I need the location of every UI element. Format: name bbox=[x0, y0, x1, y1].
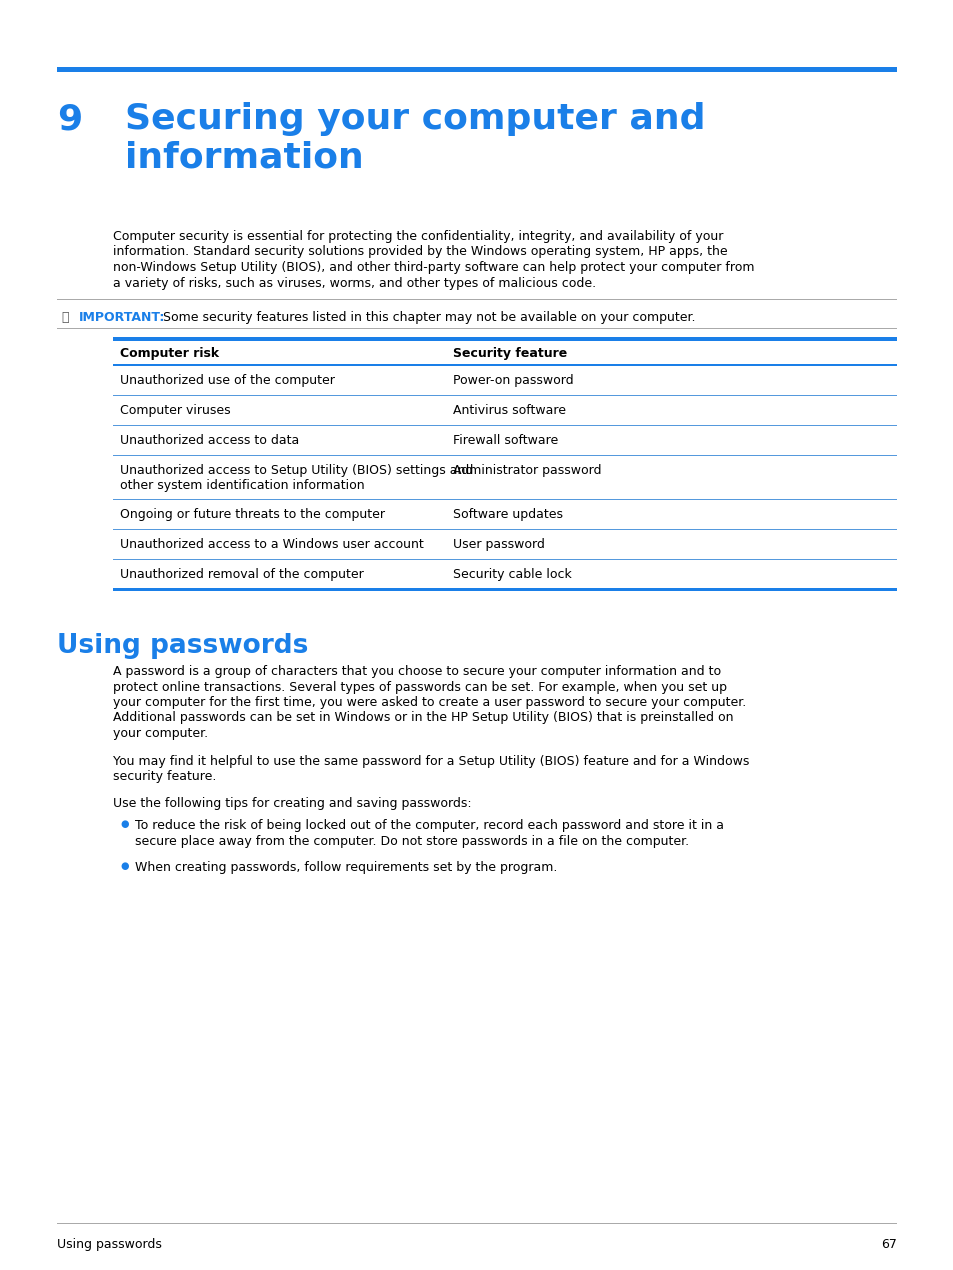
Text: When creating passwords, follow requirements set by the program.: When creating passwords, follow requirem… bbox=[135, 861, 557, 874]
Text: ⎘: ⎘ bbox=[61, 311, 69, 324]
Text: Additional passwords can be set in Windows or in the HP Setup Utility (BIOS) tha: Additional passwords can be set in Windo… bbox=[112, 711, 733, 724]
Text: User password: User password bbox=[453, 538, 544, 551]
Text: Computer security is essential for protecting the confidentiality, integrity, an: Computer security is essential for prote… bbox=[112, 230, 722, 243]
Bar bbox=[112, 337, 896, 342]
Text: Security cable lock: Security cable lock bbox=[453, 568, 571, 580]
Text: non-Windows Setup Utility (BIOS), and other third-party software can help protec: non-Windows Setup Utility (BIOS), and ot… bbox=[112, 262, 754, 274]
Text: ●: ● bbox=[120, 819, 129, 829]
Text: To reduce the risk of being locked out of the computer, record each password and: To reduce the risk of being locked out o… bbox=[135, 819, 723, 833]
Text: Unauthorized access to Setup Utility (BIOS) settings and: Unauthorized access to Setup Utility (BI… bbox=[120, 464, 473, 478]
Text: Power-on password: Power-on password bbox=[453, 373, 573, 387]
Text: Software updates: Software updates bbox=[453, 508, 562, 521]
Text: Use the following tips for creating and saving passwords:: Use the following tips for creating and … bbox=[112, 798, 471, 810]
Text: information. Standard security solutions provided by the Windows operating syste: information. Standard security solutions… bbox=[112, 245, 727, 259]
Text: Firewall software: Firewall software bbox=[453, 434, 558, 447]
Text: Computer risk: Computer risk bbox=[120, 347, 219, 359]
Text: security feature.: security feature. bbox=[112, 770, 216, 784]
Text: Administrator password: Administrator password bbox=[453, 464, 601, 478]
Text: a variety of risks, such as viruses, worms, and other types of malicious code.: a variety of risks, such as viruses, wor… bbox=[112, 277, 596, 290]
Text: Some security features listed in this chapter may not be available on your compu: Some security features listed in this ch… bbox=[151, 311, 695, 324]
Text: other system identification information: other system identification information bbox=[120, 480, 364, 493]
Text: information: information bbox=[125, 140, 363, 174]
Text: Using passwords: Using passwords bbox=[57, 1238, 162, 1251]
Text: 67: 67 bbox=[881, 1238, 896, 1251]
Text: Unauthorized use of the computer: Unauthorized use of the computer bbox=[120, 373, 335, 387]
Text: You may find it helpful to use the same password for a Setup Utility (BIOS) feat: You may find it helpful to use the same … bbox=[112, 754, 749, 767]
Text: Unauthorized removal of the computer: Unauthorized removal of the computer bbox=[120, 568, 363, 580]
Text: Antivirus software: Antivirus software bbox=[453, 404, 565, 417]
Text: secure place away from the computer. Do not store passwords in a file on the com: secure place away from the computer. Do … bbox=[135, 834, 688, 848]
Bar bbox=[112, 363, 896, 366]
Text: Computer viruses: Computer viruses bbox=[120, 404, 231, 417]
Text: Using passwords: Using passwords bbox=[57, 632, 308, 659]
Text: IMPORTANT:: IMPORTANT: bbox=[79, 311, 165, 324]
Text: your computer for the first time, you were asked to create a user password to se: your computer for the first time, you we… bbox=[112, 696, 745, 709]
Bar bbox=[57, 67, 896, 72]
Text: your computer.: your computer. bbox=[112, 726, 208, 740]
Text: Ongoing or future threats to the computer: Ongoing or future threats to the compute… bbox=[120, 508, 385, 521]
Text: 9: 9 bbox=[57, 102, 82, 136]
Text: Securing your computer and: Securing your computer and bbox=[125, 102, 705, 136]
Text: A password is a group of characters that you choose to secure your computer info: A password is a group of characters that… bbox=[112, 665, 720, 678]
Bar bbox=[112, 588, 896, 591]
Text: Security feature: Security feature bbox=[453, 347, 567, 359]
Text: Unauthorized access to a Windows user account: Unauthorized access to a Windows user ac… bbox=[120, 538, 423, 551]
Text: ●: ● bbox=[120, 861, 129, 870]
Text: Unauthorized access to data: Unauthorized access to data bbox=[120, 434, 299, 447]
Text: protect online transactions. Several types of passwords can be set. For example,: protect online transactions. Several typ… bbox=[112, 681, 726, 693]
